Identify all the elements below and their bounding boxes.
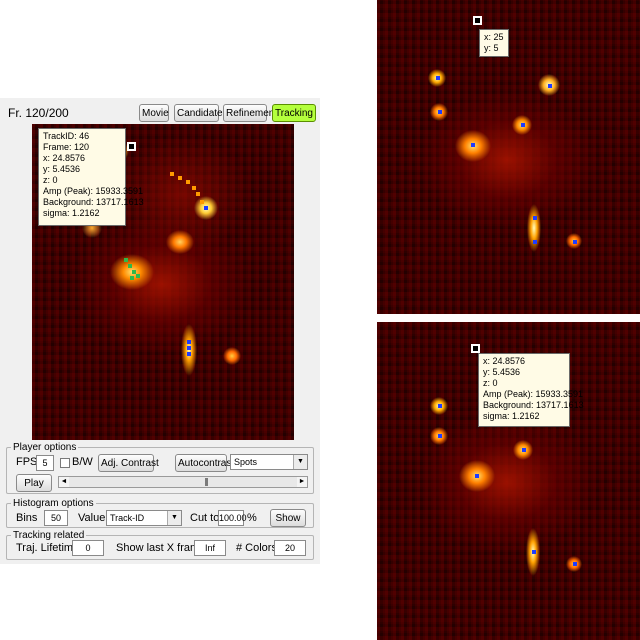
player-options-group: Player options: [6, 442, 314, 494]
spot-marker-blue: [548, 84, 552, 88]
trajectory-marker-green: [130, 276, 134, 280]
trajectory-marker-green: [132, 270, 136, 274]
trajectory-marker-blue: [187, 352, 191, 356]
bins-label: Bins: [16, 512, 38, 524]
histogram-value-select[interactable]: Track-ID ▼: [106, 510, 182, 526]
num-colors-input[interactable]: 20: [274, 540, 306, 556]
spot-marker-blue: [522, 448, 526, 452]
spot-marker-blue: [438, 110, 442, 114]
fps-label: FPS: [16, 456, 38, 468]
traj-lifetime-input[interactable]: 0: [72, 540, 104, 556]
spot-marker-blue: [438, 404, 442, 408]
zoom-bottom-sigma: sigma: 1.2162: [483, 411, 540, 421]
trajectory-marker-blue: [187, 346, 191, 350]
trajectory-marker-blue: [187, 340, 191, 344]
spot-marker-blue: [471, 143, 475, 147]
adj-contrast-button[interactable]: Adj. Contrast: [98, 454, 159, 472]
num-colors-label: # Colors: [236, 542, 277, 554]
player-options-legend: Player options: [13, 442, 77, 453]
histogram-options-legend: Histogram options: [13, 498, 94, 509]
chevron-down-icon[interactable]: ▼: [293, 455, 307, 469]
trajectory-marker-green: [136, 274, 140, 278]
zoom-top-x: x: 25: [484, 32, 504, 42]
selected-spot-marker[interactable]: [471, 344, 480, 353]
candidates-button[interactable]: Candidates: [174, 104, 228, 122]
slider-thumb[interactable]: [205, 478, 208, 486]
tooltip-z: z: 0: [43, 175, 58, 185]
slider-right-arrow-icon[interactable]: ►: [297, 477, 307, 487]
selected-spot-marker[interactable]: [473, 16, 482, 25]
tooltip-amp: Amp (Peak): 15933.3591: [43, 186, 144, 196]
spot-info-tooltip: TrackID: 46 Frame: 120 x: 24.8576 y: 5.4…: [38, 128, 144, 226]
spot-marker-blue: [573, 240, 577, 244]
frame-slider[interactable]: ◄ ►: [58, 476, 308, 488]
spot-marker-blue: [475, 474, 479, 478]
display-mode-value: Spots: [234, 457, 258, 467]
selected-spot-marker[interactable]: [127, 142, 136, 151]
chevron-down-icon[interactable]: ▼: [167, 511, 181, 525]
slider-left-arrow-icon[interactable]: ◄: [59, 477, 69, 487]
zoom-bottom-y: y: 5.4536: [483, 367, 521, 377]
spot-marker-blue: [532, 550, 536, 554]
spot-marker-blue: [438, 434, 442, 438]
trajectory-marker-orange: [196, 192, 200, 196]
tooltip-y: y: 5.4536: [43, 164, 81, 174]
cut-to-unit: %: [247, 512, 257, 524]
zoom-bottom-z: z: 0: [483, 378, 498, 388]
spot-marker-blue: [204, 206, 208, 210]
trajectory-marker-orange: [178, 176, 182, 180]
trajectory-marker-orange: [170, 172, 174, 176]
zoom-bottom-x: x: 24.8576: [483, 356, 526, 366]
play-button[interactable]: Play: [16, 474, 52, 492]
show-last-frames-input[interactable]: Inf: [194, 540, 226, 556]
coordinate-tooltip: x: 25 y: 5: [479, 29, 509, 57]
display-mode-select[interactable]: Spots ▼: [230, 454, 308, 470]
fps-input[interactable]: 5: [36, 455, 54, 471]
tracking-button[interactable]: Tracking: [272, 104, 316, 122]
tracking-related-legend: Tracking related: [13, 530, 85, 541]
tooltip-x: x: 24.8576: [43, 153, 86, 163]
trajectory-marker-orange: [186, 180, 190, 184]
bw-checkbox[interactable]: [60, 458, 70, 468]
tooltip-track-id: TrackID: 46: [43, 131, 90, 141]
tooltip-frame: Frame: 120: [43, 142, 90, 152]
cut-to-label: Cut to: [190, 512, 220, 524]
trajectory-marker-green: [124, 258, 128, 262]
trajectory-marker-green: [128, 264, 132, 268]
tracking-related-group: Tracking related: [6, 530, 314, 560]
spot-marker-blue: [436, 76, 440, 80]
show-histogram-button[interactable]: Show: [270, 509, 306, 527]
tooltip-background: Background: 13717.1613: [43, 197, 144, 207]
zoom-bottom-background: Background: 13717.1613: [483, 400, 584, 410]
frame-counter: Fr. 120/200: [8, 106, 69, 120]
autocontrast-button[interactable]: Autocontrast: [175, 454, 234, 472]
bw-label: B/W: [72, 456, 93, 468]
spot-marker-blue: [533, 216, 537, 220]
trajectory-marker-orange: [200, 200, 204, 204]
spot-marker-blue: [521, 123, 525, 127]
histogram-value-current: Track-ID: [110, 513, 145, 523]
value-label: Value: [78, 512, 106, 524]
histogram-options-group: Histogram options: [6, 498, 314, 528]
zoom-top-y: y: 5: [484, 43, 499, 53]
movie-button[interactable]: Movie: [139, 104, 169, 122]
refinement-button[interactable]: Refinement: [223, 104, 277, 122]
spot-marker-blue: [573, 562, 577, 566]
zoom-bottom-amp: Amp (Peak): 15933.3591: [483, 389, 584, 399]
traj-lifetime-label: Traj. Lifetime: [16, 542, 80, 554]
cut-to-input[interactable]: 100.00: [218, 510, 247, 526]
spot-detail-tooltip: x: 24.8576 y: 5.4536 z: 0 Amp (Peak): 15…: [478, 353, 584, 427]
tooltip-sigma: sigma: 1.2162: [43, 208, 100, 218]
bins-input[interactable]: 50: [44, 510, 68, 526]
trajectory-marker-orange: [192, 186, 196, 190]
show-last-frames-label: Show last X frames: [116, 542, 211, 554]
spot-marker-blue: [533, 240, 537, 244]
